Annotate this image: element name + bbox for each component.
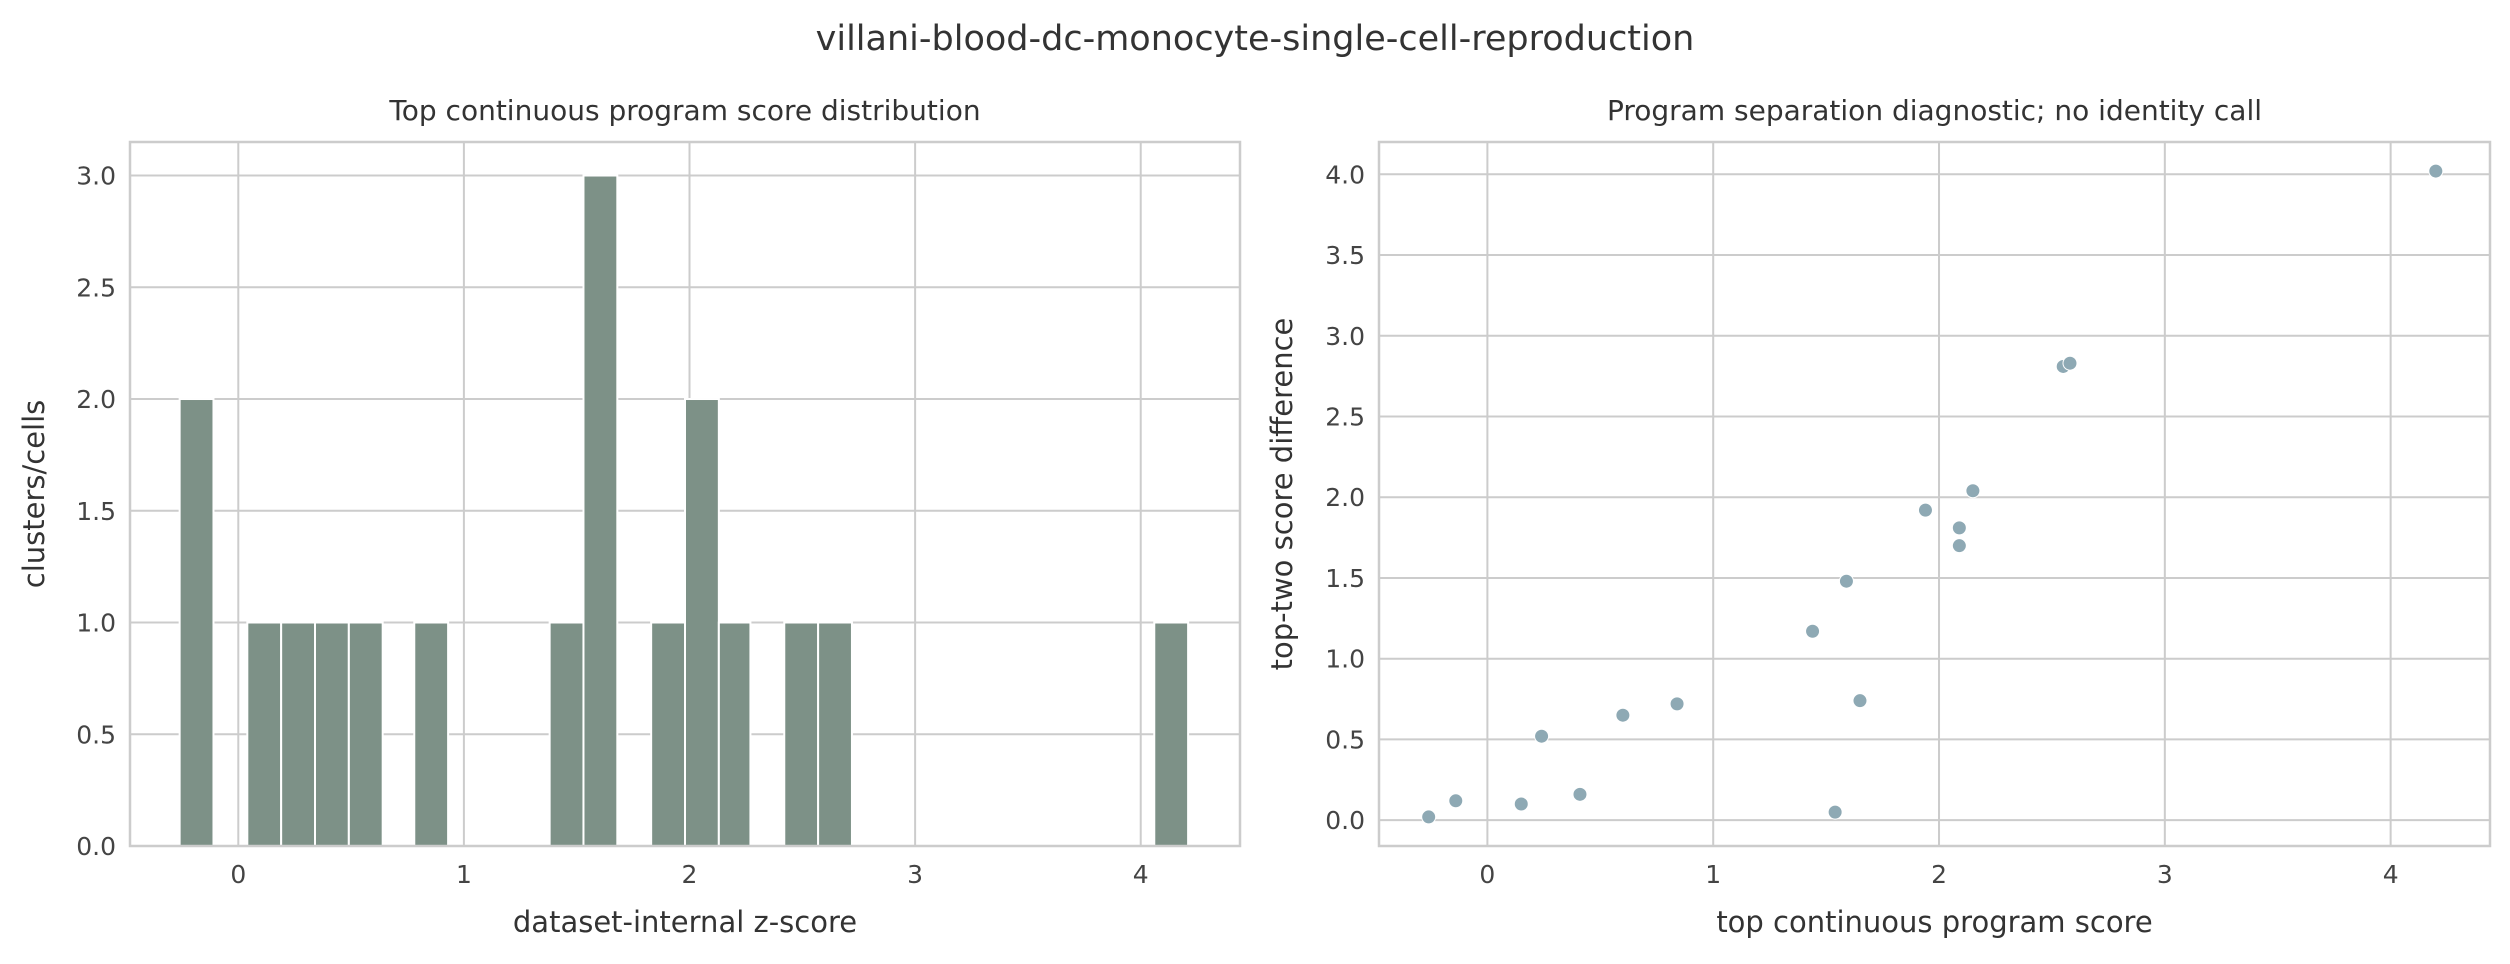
scatter-x-tick-label: 0: [1479, 860, 1495, 889]
scatter-point: [1669, 696, 1685, 712]
scatter-point: [1827, 804, 1843, 820]
histogram-bar: [582, 174, 619, 847]
scatter-y-tick-label: 1.0: [1325, 645, 1365, 674]
histogram-bar: [413, 621, 450, 847]
scatter-point: [1421, 809, 1437, 825]
scatter-point: [1852, 693, 1868, 709]
histogram-bar: [548, 621, 585, 847]
scatter-x-axis-label: top continuous program score: [1716, 905, 2152, 939]
scatter-point: [2428, 163, 2444, 179]
histogram-panel: 0 1 2 3 4 0.0 0.5 1.0 1.5 2.0 2.5 3.0 Top continuous…: [17, 94, 1242, 939]
histogram-bar: [717, 621, 752, 847]
scatter-point: [1951, 520, 1967, 536]
histogram-x-ticks: 0 1 2 3 4: [230, 860, 1148, 889]
scatter-y-ticks: 0.0 0.5 1.0 1.5 2.0 2.5 3.0 3.5 4.0: [1325, 160, 1365, 835]
histogram-title: Top continuous program score distributio…: [388, 94, 980, 127]
histogram-bar: [178, 398, 215, 847]
histogram-axes-frame: [128, 140, 1242, 848]
histogram-x-tick-label: 1: [456, 860, 472, 889]
scatter-point: [1615, 707, 1631, 723]
scatter-grid: [1379, 142, 2490, 846]
histogram-y-tick-label: 1.0: [76, 609, 116, 638]
histogram-bar: [684, 398, 720, 847]
histogram-y-tick-label: 0.5: [76, 720, 116, 749]
scatter-x-tick-label: 2: [1931, 860, 1947, 889]
scatter-point: [1917, 502, 1933, 518]
scatter-y-tick-label: 0.0: [1325, 806, 1365, 835]
scatter-point: [1513, 796, 1529, 812]
scatter-y-tick-label: 1.5: [1325, 564, 1365, 593]
histogram-x-tick-label: 2: [682, 860, 698, 889]
scatter-point: [1572, 786, 1588, 802]
scatter-y-axis-label: top-two score difference: [1265, 318, 1299, 671]
histogram-y-tick-label: 2.0: [76, 385, 116, 414]
scatter-point: [1448, 793, 1464, 809]
histogram-bar: [1153, 621, 1190, 847]
scatter-marks: [1421, 163, 2444, 825]
histogram-y-tick-label: 0.0: [76, 832, 116, 861]
histogram-x-tick-label: 4: [1133, 860, 1149, 889]
histogram-bar: [650, 621, 686, 847]
histogram-y-ticks: 0.0 0.5 1.0 1.5 2.0 2.5 3.0: [76, 162, 116, 861]
histogram-x-tick-label: 0: [230, 860, 246, 889]
scatter-y-tick-label: 2.0: [1325, 483, 1365, 512]
histogram-bar: [783, 621, 820, 847]
scatter-x-ticks: 0 1 2 3 4: [1479, 860, 2398, 889]
scatter-point: [1951, 538, 1967, 554]
histogram-y-tick-label: 3.0: [76, 162, 116, 191]
histogram-bar: [347, 621, 384, 847]
scatter-x-tick-label: 3: [2157, 860, 2173, 889]
histogram-bar: [246, 621, 283, 847]
scatter-y-tick-label: 0.5: [1325, 725, 1365, 754]
histogram-bar: [280, 621, 317, 847]
histogram-bar: [817, 621, 853, 847]
histogram-y-axis-label: clusters/cells: [17, 400, 51, 589]
scatter-y-tick-label: 3.0: [1325, 322, 1365, 351]
scatter-axes-frame: [1377, 140, 2492, 848]
scatter-point: [1534, 728, 1550, 744]
scatter-y-tick-label: 3.5: [1325, 241, 1365, 270]
histogram-y-tick-label: 1.5: [76, 497, 116, 526]
scatter-x-tick-label: 1: [1705, 860, 1721, 889]
scatter-point: [1838, 573, 1854, 589]
histogram-y-tick-label: 2.5: [76, 273, 116, 302]
scatter-title: Program separation diagnostic; no identi…: [1607, 94, 2262, 127]
scatter-point: [2062, 355, 2078, 371]
scatter-x-tick-label: 4: [2383, 860, 2399, 889]
histogram-bar: [314, 621, 350, 847]
histogram-x-tick-label: 3: [907, 860, 923, 889]
scatter-y-tick-label: 2.5: [1325, 402, 1365, 431]
scatter-point: [1805, 623, 1821, 639]
scatter-panel: 0 1 2 3 4 0.0 0.5 1.0 1.5 2.0 2.5 3.0 3.5 4.0 Program …: [1265, 94, 2492, 939]
histogram-x-axis-label: dataset-internal z-score: [513, 905, 857, 939]
scatter-y-tick-label: 4.0: [1325, 160, 1365, 189]
scatter-point: [1965, 483, 1981, 499]
histogram-marks: [178, 174, 1190, 847]
figure-suptitle: villani-blood-dc-monocyte-single-cell-re…: [816, 19, 1695, 59]
